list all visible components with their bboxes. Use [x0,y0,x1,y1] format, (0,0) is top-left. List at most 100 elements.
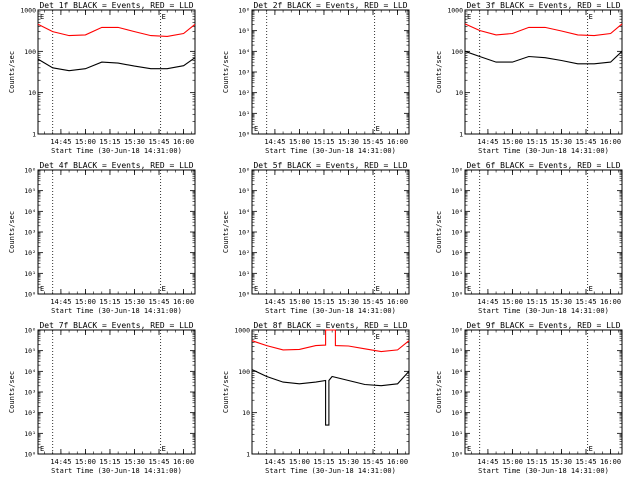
x-tick-label: 14:45 [50,458,71,466]
chart-panel: Det 5f BLACK = Events, RED = LLD 10⁰ 10¹ 10… [222,161,410,315]
x-tick-label: 14:45 [477,138,498,146]
x-axis-label: Start Time (30-Jun-18 14:31:00) [51,307,182,315]
x-axis-label: Start Time (30-Jun-18 14:31:00) [478,307,609,315]
x-tick-label: 16:00 [173,138,194,146]
x-axis-label: Start Time (30-Jun-18 14:31:00) [51,467,182,475]
marker-letter: E [40,13,44,21]
x-tick-label: 15:00 [502,298,523,306]
y-tick-label: 100 [451,48,463,56]
x-tick-label: 15:30 [338,458,359,466]
y-tick-label: 1000 [20,7,36,15]
y-tick-label: 10⁶ [24,167,36,175]
y-tick-label: 10⁵ [24,347,36,355]
x-tick-label: 15:30 [551,458,572,466]
x-tick-label: 16:00 [600,298,621,306]
x-tick-label: 15:45 [148,138,169,146]
marker-letter: E [40,445,44,453]
chart-title: Det 9f BLACK = Events, RED = LLD [466,321,620,330]
marker-letter: E [162,285,166,293]
x-axis-label: Start Time (30-Jun-18 14:31:00) [478,147,609,155]
marker-letter: E [589,13,593,21]
marker-letter: E [376,125,380,133]
series-line [251,369,410,426]
x-tick-label: 15:15 [313,458,334,466]
chart-panel: Det 1f BLACK = Events, RED = LLD 1 10 100 10… [8,1,196,155]
x-tick-label: 14:45 [50,138,71,146]
plot-frame [464,9,623,135]
y-tick-label: 10² [451,249,463,257]
x-tick-label: 15:15 [313,138,334,146]
chart-panel: Det 6f BLACK = Events, RED = LLD 10⁰ 10¹ 10… [435,161,623,315]
x-tick-label: 15:00 [502,458,523,466]
x-tick-label: 16:00 [387,138,408,146]
y-tick-label: 1000 [234,327,250,335]
series-line [37,57,196,72]
x-tick-label: 14:45 [264,298,285,306]
marker-letter: E [162,13,166,21]
y-tick-label: 10¹ [238,110,250,118]
marker-letter: E [40,285,44,293]
chart-panel: Det 7f BLACK = Events, RED = LLD 10⁰ 10¹ 10… [8,321,196,475]
y-tick-label: 100 [238,368,250,376]
plot-frame [251,9,410,135]
marker-letter: E [254,333,258,341]
y-tick-label: 10¹ [451,430,463,438]
y-axis-label: Counts/sec [8,211,16,253]
x-tick-label: 15:30 [551,298,572,306]
x-tick-label: 16:00 [173,298,194,306]
y-tick-label: 10³ [451,229,463,237]
x-tick-label: 14:45 [477,298,498,306]
series-line [464,23,623,37]
x-tick-label: 15:00 [289,458,310,466]
marker-letter: E [254,125,258,133]
series-line [464,50,623,65]
x-tick-label: 14:45 [264,138,285,146]
y-tick-label: 10⁶ [238,167,250,175]
chart-panel: Det 8f BLACK = Events, RED = LLD 1 10 100 10… [222,321,410,475]
y-tick-label: 10 [242,409,250,417]
x-tick-label: 15:45 [575,298,596,306]
y-axis-label: Counts/sec [8,371,16,413]
chart-title: Det 8f BLACK = Events, RED = LLD [253,321,407,330]
x-tick-label: 15:15 [313,298,334,306]
x-tick-label: 14:45 [50,298,71,306]
chart-panel: Det 3f BLACK = Events, RED = LLD 1 10 100 10… [435,1,623,155]
y-tick-label: 10³ [238,69,250,77]
chart-title: Det 1f BLACK = Events, RED = LLD [39,1,193,10]
x-tick-label: 15:30 [124,458,145,466]
y-tick-label: 10⁰ [451,451,463,459]
y-tick-label: 10⁶ [238,7,250,15]
y-tick-label: 10⁰ [238,291,250,299]
y-tick-label: 10⁴ [238,48,250,56]
x-tick-label: 15:15 [99,138,120,146]
y-tick-label: 10⁵ [451,187,463,195]
y-axis-label: Counts/sec [435,371,443,413]
marker-letter: E [376,285,380,293]
chart-title: Det 3f BLACK = Events, RED = LLD [466,1,620,10]
chart-panel: Det 9f BLACK = Events, RED = LLD 10⁰ 10¹ 10… [435,321,623,475]
x-tick-label: 15:00 [75,458,96,466]
y-tick-label: 10⁴ [24,208,36,216]
plot-frame [37,9,196,135]
x-tick-label: 15:15 [526,458,547,466]
chart-panel: Det 4f BLACK = Events, RED = LLD 10⁰ 10¹ 10… [8,161,196,315]
x-tick-label: 16:00 [600,458,621,466]
x-tick-label: 15:45 [362,138,383,146]
x-tick-label: 14:45 [264,458,285,466]
plot-frame [251,169,410,295]
x-tick-label: 15:00 [502,138,523,146]
y-tick-label: 10³ [24,389,36,397]
x-tick-label: 15:15 [99,298,120,306]
marker-letter: E [589,445,593,453]
marker-letter: E [254,285,258,293]
chart-title: Det 4f BLACK = Events, RED = LLD [39,161,193,170]
y-tick-label: 10⁵ [451,347,463,355]
y-tick-label: 10³ [24,229,36,237]
chart-panel: Det 2f BLACK = Events, RED = LLD 10⁰ 10¹ 10… [222,1,410,155]
x-tick-label: 15:45 [575,138,596,146]
x-tick-label: 15:45 [148,458,169,466]
x-tick-label: 15:00 [289,138,310,146]
y-tick-label: 10⁶ [451,167,463,175]
y-tick-label: 10¹ [24,430,36,438]
